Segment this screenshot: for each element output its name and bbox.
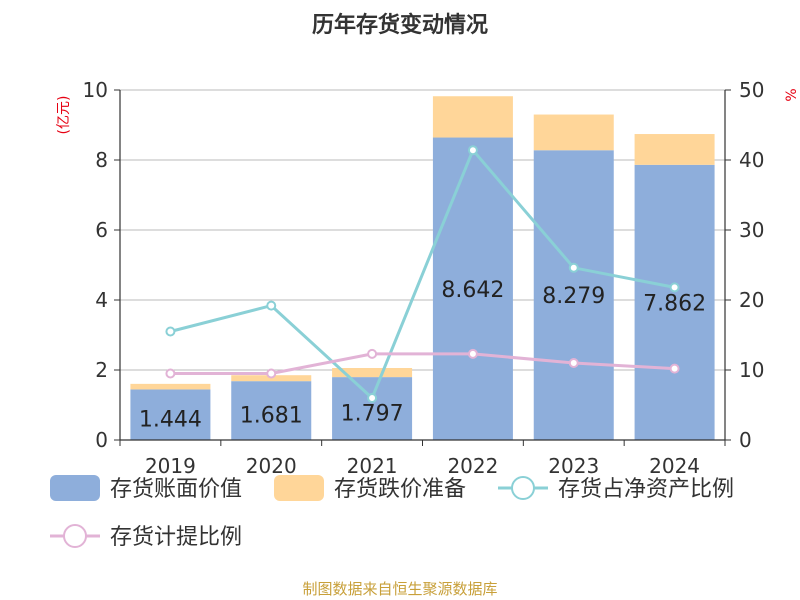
right-tick-label: 0: [739, 428, 752, 452]
bar-impairment-reserve: [130, 383, 211, 390]
source-note: 制图数据来自恒生聚源数据库: [302, 580, 497, 598]
point-provision-ratio: [467, 348, 478, 359]
right-tick-label: 30: [739, 218, 764, 242]
point-net-asset-ratio: [266, 300, 277, 311]
legend-label: 存货占净资产比例: [558, 477, 734, 502]
x-tick-label: 2021: [347, 454, 398, 478]
point-net-asset-ratio: [467, 145, 478, 156]
point-net-asset-ratio: [367, 393, 378, 403]
lines-group: [165, 145, 680, 403]
bar-impairment-reserve: [533, 114, 614, 151]
legend-label: 存货跌价准备: [334, 477, 466, 502]
bar-impairment-reserve: [634, 134, 715, 165]
left-tick-label: 6: [95, 218, 108, 242]
right-axis-label: %: [784, 88, 800, 101]
point-provision-ratio: [165, 368, 176, 379]
point-net-asset-ratio: [669, 282, 680, 293]
data-label-book-value: 8.642: [441, 278, 504, 303]
point-provision-ratio: [669, 363, 680, 374]
bar-book-value: [634, 164, 715, 440]
data-labels-group: 1.444 1.681 1.797 8.642 8.279 7.862: [139, 278, 706, 433]
line-provision-ratio: [170, 352, 675, 375]
point-provision-ratio: [367, 348, 378, 359]
bar-impairment-reserve: [432, 96, 513, 138]
data-label-book-value: 8.279: [542, 284, 605, 309]
x-tick-label: 2019: [145, 454, 196, 478]
left-axis-label: (亿元): [56, 96, 72, 135]
left-tick-label: 8: [95, 148, 108, 172]
line-net-asset-ratio: [170, 147, 675, 401]
right-tick-label: 40: [739, 148, 764, 172]
x-tick-label: 2022: [447, 454, 498, 478]
x-tick-label: 2020: [246, 454, 297, 478]
legend-label: 存货账面价值: [110, 477, 242, 502]
data-label-book-value: 7.862: [643, 291, 706, 316]
x-tick-label: 2024: [649, 454, 700, 478]
right-tick-label: 10: [739, 358, 764, 382]
left-tick-label: 0: [95, 428, 108, 452]
bar-book-value: [231, 381, 312, 440]
legend-swatch: [50, 475, 100, 501]
data-label-book-value: 1.681: [240, 404, 303, 429]
legend-label: 存货计提比例: [110, 525, 242, 550]
legend-marker: [63, 524, 87, 548]
legend-swatch: [274, 475, 324, 501]
legend-marker: [511, 476, 535, 500]
bar-book-value: [432, 137, 513, 440]
right-tick-label: 50: [739, 78, 764, 102]
grid-lines: [120, 89, 725, 441]
right-tick-label: 20: [739, 288, 764, 312]
point-provision-ratio: [568, 358, 579, 368]
point-net-asset-ratio: [568, 262, 579, 273]
left-tick-label: 4: [95, 288, 108, 312]
x-tick-label: 2023: [548, 454, 599, 478]
bar-impairment-reserve: [332, 368, 413, 378]
bar-book-value: [533, 150, 614, 441]
bar-book-value: [130, 389, 211, 440]
left-tick-label: 10: [83, 78, 108, 102]
axes-group: 0 2 4 6 8 10 0 10 20 30 40 50 2019 2020 2021 2022 2023 20…: [83, 78, 765, 478]
point-net-asset-ratio: [165, 326, 176, 337]
bars-group: [130, 96, 715, 441]
point-provision-ratio: [266, 368, 277, 379]
left-tick-label: 2: [95, 358, 108, 382]
chart-title: 历年存货变动情况: [312, 12, 488, 38]
data-label-book-value: 1.797: [341, 402, 404, 427]
data-label-book-value: 1.444: [139, 408, 202, 433]
bar-book-value: [332, 377, 413, 440]
